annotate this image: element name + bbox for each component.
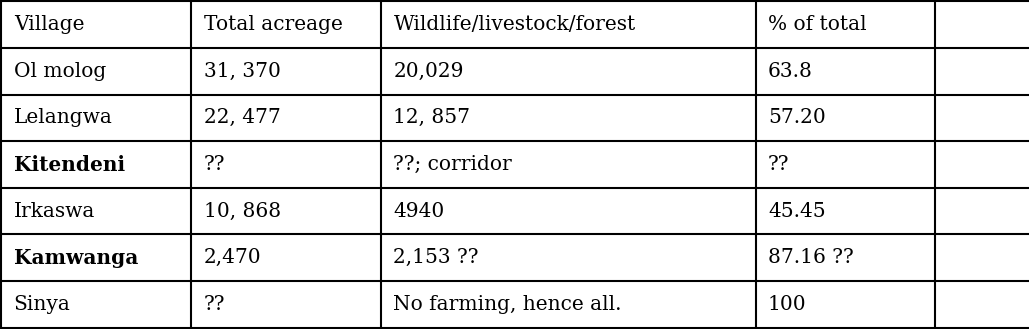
Text: 20,029: 20,029 xyxy=(393,62,464,81)
Text: 2,153 ??: 2,153 ?? xyxy=(393,248,478,267)
Text: Wildlife/livestock/forest: Wildlife/livestock/forest xyxy=(393,15,636,34)
Text: Village: Village xyxy=(13,15,84,34)
Text: 31, 370: 31, 370 xyxy=(204,62,281,81)
Text: 45.45: 45.45 xyxy=(768,202,825,221)
Text: Lelangwa: Lelangwa xyxy=(13,108,112,127)
Text: ??: ?? xyxy=(204,155,225,174)
Text: Ol molog: Ol molog xyxy=(13,62,106,81)
Text: Total acreage: Total acreage xyxy=(204,15,343,34)
Text: 63.8: 63.8 xyxy=(768,62,813,81)
Text: 100: 100 xyxy=(768,295,807,314)
Text: 2,470: 2,470 xyxy=(204,248,261,267)
Text: Irkaswa: Irkaswa xyxy=(13,202,95,221)
Text: 4940: 4940 xyxy=(393,202,445,221)
Text: 12, 857: 12, 857 xyxy=(393,108,470,127)
Text: Kitendeni: Kitendeni xyxy=(13,155,125,174)
Text: ??: ?? xyxy=(768,155,789,174)
Text: ??: ?? xyxy=(204,295,225,314)
Text: 57.20: 57.20 xyxy=(768,108,825,127)
Text: ??; corridor: ??; corridor xyxy=(393,155,512,174)
Text: 87.16 ??: 87.16 ?? xyxy=(768,248,854,267)
Text: Kamwanga: Kamwanga xyxy=(13,248,138,268)
Text: Sinya: Sinya xyxy=(13,295,71,314)
Text: % of total: % of total xyxy=(768,15,866,34)
Text: 10, 868: 10, 868 xyxy=(204,202,281,221)
Text: 22, 477: 22, 477 xyxy=(204,108,280,127)
Text: No farming, hence all.: No farming, hence all. xyxy=(393,295,622,314)
